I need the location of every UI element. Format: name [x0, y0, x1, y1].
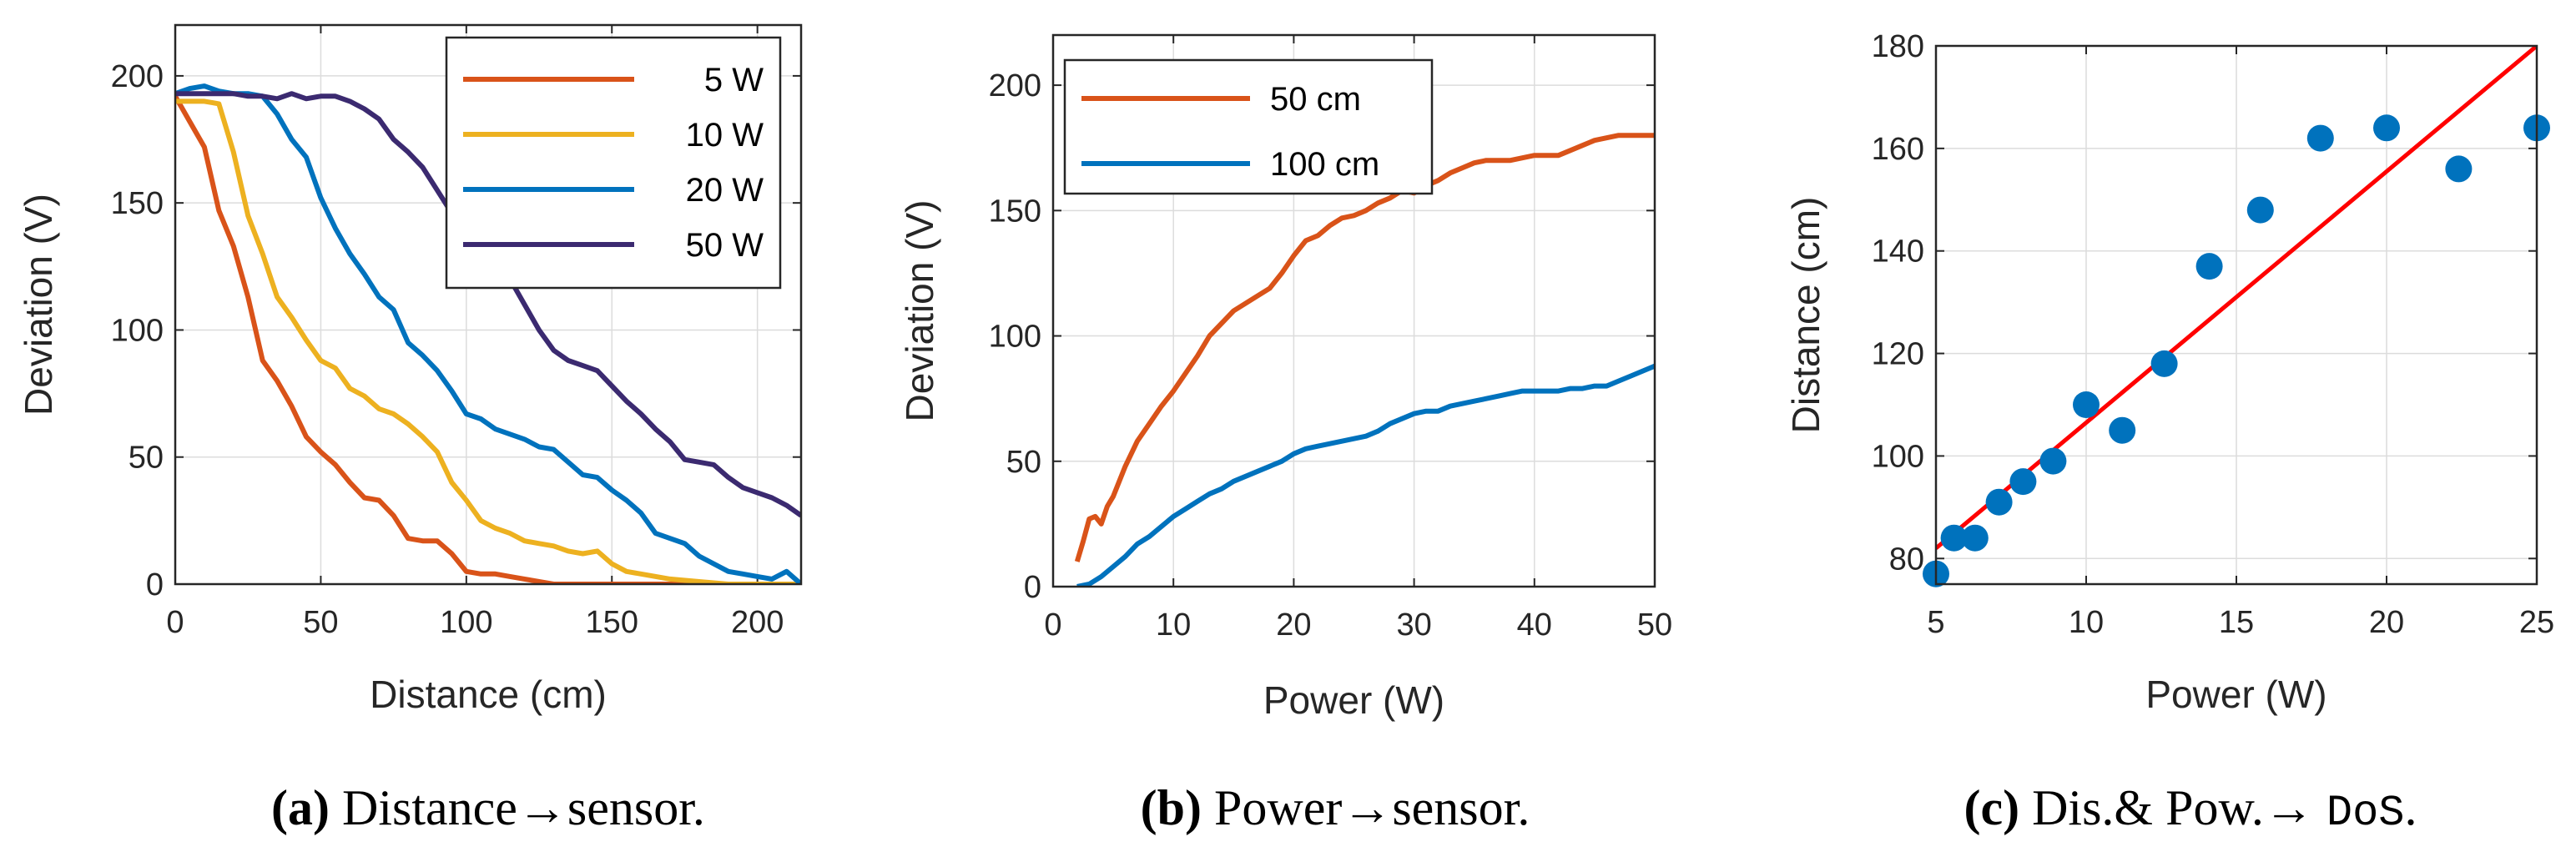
data-point	[2150, 350, 2178, 377]
y-axis-label: Deviation (V)	[17, 194, 60, 416]
y-tick-label: 120	[1872, 337, 1924, 372]
chart-c: 5 10 15 20 25 80 100 120 140 160 180 Power (W) Dista…	[1784, 29, 2554, 838]
x-axis-label: Distance (cm)	[370, 673, 607, 716]
legend: 5 W 10 W 20 W 50 W	[445, 36, 782, 290]
x-tick-label: 15	[2219, 605, 2254, 640]
x-tick-label: 30	[1396, 607, 1431, 643]
x-tick-label: 0	[166, 605, 184, 640]
y-tick-label: 80	[1889, 542, 1924, 577]
caption: (a) Distance→sensor.	[271, 780, 705, 835]
data-point	[2306, 124, 2334, 152]
caption-label: (c)	[1964, 780, 2019, 835]
x-tick-label: 20	[2369, 605, 2404, 640]
caption: (b) Power→sensor.	[1141, 780, 1530, 835]
y-tick-label: 160	[1872, 132, 1924, 167]
x-tick-label: 10	[1156, 607, 1191, 643]
y-tick-label: 180	[1872, 29, 1924, 64]
y-tick-label: 150	[111, 186, 164, 221]
y-tick-label: 50	[129, 441, 164, 476]
data-point	[2073, 391, 2100, 418]
x-tick-label: 10	[2069, 605, 2104, 640]
data-point	[2109, 416, 2136, 444]
x-tick-label: 100	[440, 605, 492, 640]
x-tick-label: 5	[1927, 605, 1944, 640]
data-point	[2373, 114, 2400, 142]
plot-area	[1936, 46, 2537, 550]
x-axis-label: Power (W)	[1263, 678, 1444, 722]
series-line-1	[1076, 363, 1655, 587]
caption-text: Dis.& Pow.→	[2019, 780, 2326, 835]
x-tick-label: 150	[586, 605, 638, 640]
y-tick-label: 140	[1872, 234, 1924, 270]
data-point	[1940, 524, 1968, 552]
x-tick-label: 25	[2519, 605, 2554, 640]
series-line-1	[175, 98, 801, 584]
chart-a: 0 50 100 150 200 0 50 100 150 200 Distance (cm) Dev…	[17, 23, 803, 835]
data-point	[2009, 468, 2037, 496]
axes-frame	[1051, 33, 1656, 588]
y-tick-label: 150	[989, 194, 1041, 229]
series-line-0	[175, 94, 801, 584]
axes-frame	[174, 23, 803, 586]
x-tick-label: 200	[731, 605, 784, 640]
legend: 50 cm 100 cm	[1063, 58, 1434, 195]
caption-code: DoS	[2326, 789, 2405, 838]
y-tick-label: 0	[1024, 570, 1041, 605]
y-axis-label: Deviation (V)	[898, 200, 941, 422]
caption-label: (b)	[1141, 780, 1202, 835]
axes-frame	[1934, 44, 2538, 586]
x-tick-label: 50	[1637, 607, 1672, 643]
y-tick-label: 0	[146, 567, 164, 602]
legend-label: 20 W	[686, 172, 764, 209]
legend-label: 50 W	[686, 227, 764, 264]
y-tick-label: 50	[1006, 445, 1041, 480]
legend-box	[1063, 58, 1434, 195]
x-tick-label: 40	[1517, 607, 1552, 643]
caption-text: Power→sensor.	[1202, 780, 1530, 835]
chart-b: 0 10 20 30 40 50 0 50 100 150 200 Power (W) Deviatio…	[898, 33, 1672, 835]
data-point	[1961, 524, 1989, 552]
legend-label: 50 cm	[1270, 81, 1361, 118]
legend-label: 5 W	[704, 62, 764, 98]
y-tick-label: 200	[989, 68, 1041, 103]
y-tick-label: 100	[111, 313, 164, 348]
y-tick-label: 200	[111, 59, 164, 94]
legend-label: 10 W	[686, 117, 764, 154]
legend-label: 100 cm	[1270, 146, 1379, 183]
data-point	[2039, 447, 2067, 475]
fit-line	[1936, 46, 2537, 550]
plot-area	[1074, 133, 1655, 587]
x-tick-label: 20	[1276, 607, 1311, 643]
y-tick-label: 100	[1872, 439, 1924, 474]
data-point	[1985, 488, 2013, 516]
x-tick-label: 50	[303, 605, 338, 640]
y-axis-label: Distance (cm)	[1784, 197, 1827, 434]
x-tick-label: 0	[1044, 607, 1061, 643]
caption: (c) Dis.& Pow.→ DoS.	[1964, 780, 2417, 838]
series-line-2	[175, 83, 801, 584]
data-point	[2246, 196, 2274, 224]
y-tick-label: 100	[989, 320, 1041, 355]
caption-label: (a)	[271, 780, 330, 835]
data-point	[2195, 253, 2223, 280]
data-point	[2445, 155, 2473, 183]
caption-text: Distance→sensor.	[330, 780, 705, 835]
x-axis-label: Power (W)	[2145, 673, 2326, 716]
series-line-0	[1074, 133, 1655, 562]
caption-end: .	[2405, 780, 2417, 835]
